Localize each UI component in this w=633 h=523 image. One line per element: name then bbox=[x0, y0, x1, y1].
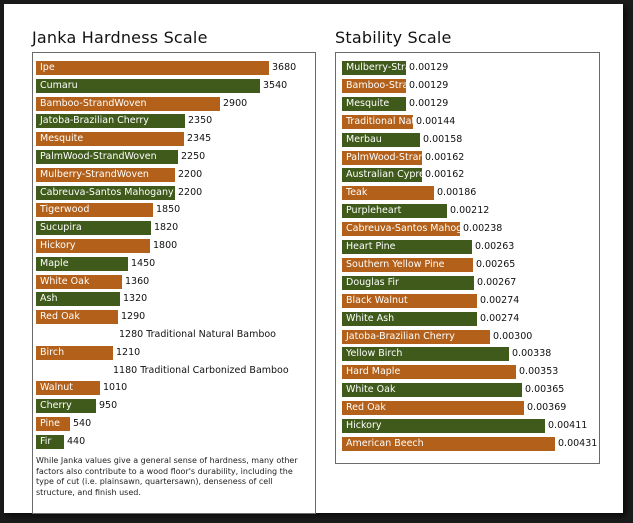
stability-value-label: 0.00431 bbox=[558, 437, 598, 449]
janka-value-label: 2345 bbox=[187, 133, 212, 145]
stability-value-label: 0.00353 bbox=[519, 366, 559, 378]
janka-value-label: 1820 bbox=[154, 222, 179, 234]
janka-bar: Maple bbox=[36, 256, 128, 271]
janka-value-label: 1320 bbox=[123, 293, 148, 305]
stability-value-label: 0.00338 bbox=[512, 348, 552, 360]
janka-bar: Tigerwood bbox=[36, 203, 153, 218]
stability-value-label: 0.00144 bbox=[416, 115, 456, 127]
stability-value-label: 0.00162 bbox=[425, 151, 465, 163]
janka-value-label: 950 bbox=[99, 400, 118, 412]
janka-value-label: 1800 bbox=[153, 240, 178, 251]
stability-bar: Hard Maple bbox=[342, 365, 516, 380]
stability-value-label: 0.00263 bbox=[475, 241, 515, 252]
janka-note: While Janka values give a general sense … bbox=[36, 456, 298, 497]
janka-value-label: 1280 Traditional Natural Bamboo bbox=[119, 329, 276, 340]
janka-bar: Cherry bbox=[36, 399, 96, 414]
janka-value-label: 2250 bbox=[181, 151, 206, 162]
janka-bar: Mesquite bbox=[36, 132, 184, 147]
stability-bar: Bamboo-StrandWoven bbox=[342, 78, 406, 93]
stability-value-label: 0.00212 bbox=[450, 205, 490, 217]
stability-bar: Jatoba-Brazilian Cherry bbox=[342, 329, 490, 344]
stability-value-label: 0.00186 bbox=[437, 187, 477, 199]
stability-value-label: 0.00300 bbox=[493, 330, 533, 342]
stability-value-label: 0.00162 bbox=[425, 169, 465, 181]
stability-bar: Mulberry-StrandWoven bbox=[342, 61, 406, 75]
stability-value-label: 0.00265 bbox=[476, 258, 516, 270]
stability-bar: Yellow Birch bbox=[342, 347, 509, 362]
janka-value-label: 440 bbox=[67, 435, 86, 447]
janka-bar: Walnut bbox=[36, 381, 100, 396]
janka-value-label: 1010 bbox=[103, 382, 128, 394]
janka-bar: Cumaru bbox=[36, 78, 260, 93]
janka-value-label: 2200 bbox=[178, 186, 203, 198]
janka-bar: Cabreuva-Santos Mahogany bbox=[36, 185, 175, 200]
stability-value-label: 0.00129 bbox=[409, 62, 449, 73]
stability-bar: PalmWood-StrandWoven bbox=[342, 150, 422, 165]
stability-value-label: 0.00369 bbox=[527, 402, 567, 414]
janka-value-label: 2350 bbox=[188, 115, 213, 127]
janka-bar: Bamboo-StrandWoven bbox=[36, 96, 220, 111]
stability-bar: Black Walnut bbox=[342, 293, 477, 308]
stability-bar: Douglas Fir bbox=[342, 275, 474, 290]
stability-bar: White Ash bbox=[342, 311, 477, 326]
stability-bar: Cabreuva-Santos Mahogany bbox=[342, 222, 460, 237]
janka-bar: PalmWood-StrandWoven bbox=[36, 150, 178, 164]
janka-value-label: 1450 bbox=[131, 257, 156, 269]
janka-bar: Birch bbox=[36, 345, 113, 360]
stability-bar: Australian Cypress bbox=[342, 168, 422, 183]
stability-bar: Traditional Natural Bamboo bbox=[342, 114, 413, 129]
janka-value-label: 3540 bbox=[263, 79, 288, 91]
stability-bar: White Oak bbox=[342, 383, 522, 398]
janka-bar: Fir bbox=[36, 434, 64, 449]
janka-bar: Pine bbox=[36, 417, 70, 431]
stability-value-label: 0.00411 bbox=[548, 420, 588, 431]
stability-value-label: 0.00129 bbox=[409, 79, 449, 91]
janka-bar: Mulberry-StrandWoven bbox=[36, 167, 175, 182]
stability-value-label: 0.00267 bbox=[477, 276, 517, 288]
janka-bar: Ash bbox=[36, 292, 120, 307]
stability-bar: Teak bbox=[342, 186, 434, 201]
stability-bar: Red Oak bbox=[342, 401, 524, 416]
stability-bar: Merbau bbox=[342, 132, 420, 147]
janka-bar: Sucupira bbox=[36, 221, 151, 236]
janka-bar: Ipe bbox=[36, 61, 269, 75]
janka-bar: Jatoba-Brazilian Cherry bbox=[36, 114, 185, 129]
janka-value-label: 1360 bbox=[125, 275, 150, 287]
janka-chart-title: Janka Hardness Scale bbox=[32, 28, 208, 47]
janka-value-label: 2900 bbox=[223, 97, 248, 109]
janka-value-label: 1850 bbox=[156, 204, 181, 216]
stability-bar: Southern Yellow Pine bbox=[342, 257, 473, 272]
stability-bar: Hickory bbox=[342, 419, 545, 433]
chart-frame: Janka Hardness Scale Stability Scale Ipe… bbox=[4, 4, 623, 514]
stability-bar: Purpleheart bbox=[342, 204, 447, 219]
janka-value-label: 540 bbox=[73, 418, 92, 429]
stability-value-label: 0.00274 bbox=[480, 312, 520, 324]
stability-value-label: 0.00238 bbox=[463, 223, 503, 235]
janka-value-label: 3680 bbox=[272, 62, 297, 73]
stability-value-label: 0.00129 bbox=[409, 97, 449, 109]
janka-value-label: 1290 bbox=[121, 311, 146, 323]
stability-chart-title: Stability Scale bbox=[335, 28, 452, 47]
janka-value-label: 2200 bbox=[178, 168, 203, 180]
stability-bar: Mesquite bbox=[342, 96, 406, 111]
janka-value-label: 1180 Traditional Carbonized Bamboo bbox=[113, 364, 289, 376]
stability-bar: Heart Pine bbox=[342, 240, 472, 254]
stability-value-label: 0.00158 bbox=[423, 133, 463, 145]
stability-bar: American Beech bbox=[342, 436, 555, 451]
stability-value-label: 0.00274 bbox=[480, 294, 520, 306]
janka-bar: Hickory bbox=[36, 239, 150, 253]
janka-bar: Red Oak bbox=[36, 310, 118, 325]
stability-value-label: 0.00365 bbox=[525, 384, 565, 396]
janka-bar: White Oak bbox=[36, 274, 122, 289]
janka-value-label: 1210 bbox=[116, 346, 141, 358]
